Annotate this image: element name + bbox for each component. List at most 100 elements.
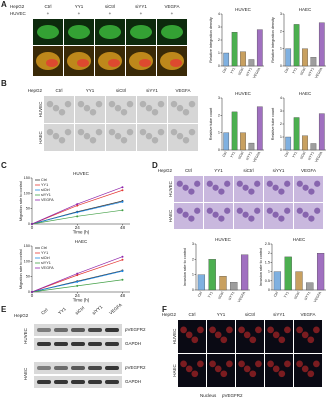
y-tick-label: 3 — [280, 12, 282, 16]
band — [88, 380, 102, 384]
signal — [170, 59, 182, 67]
x-tick-label: VEGFA — [252, 66, 262, 79]
y-tick-label: 0 — [28, 290, 30, 294]
texture — [307, 370, 315, 378]
point — [121, 255, 124, 258]
texture — [313, 360, 320, 368]
panel-label: F — [162, 305, 167, 314]
micrograph — [137, 96, 167, 123]
y-tick-label: 0 — [280, 148, 282, 152]
texture — [206, 207, 213, 214]
column-label: siYY1 — [273, 312, 285, 317]
texture — [214, 331, 222, 339]
y-tick-label: 0 — [218, 64, 220, 68]
y-tick-label: 1 — [280, 47, 282, 51]
texture — [313, 326, 320, 334]
texture — [170, 100, 178, 108]
legend-label: YY1 — [41, 183, 48, 187]
micrograph — [234, 203, 263, 229]
micrograph — [234, 176, 263, 202]
chart-title: HAEC — [293, 237, 306, 242]
legend-label: siCtrl — [41, 256, 50, 260]
texture — [284, 207, 291, 214]
texture — [284, 360, 291, 368]
x-tick-label: 48 — [120, 225, 126, 230]
texture — [278, 370, 286, 378]
micrograph — [204, 176, 233, 202]
x-tick-label: YY1 — [283, 291, 290, 299]
texture — [170, 128, 178, 136]
texture — [188, 100, 196, 108]
texture — [212, 184, 219, 191]
legend-label: siCtrl — [41, 188, 50, 192]
texture — [126, 128, 134, 136]
y-tick-label: 2 — [280, 122, 282, 126]
x-tick-label: VEGFA — [252, 150, 262, 163]
y-tick-label: 2 — [268, 251, 270, 255]
chart-title: HUVEC — [73, 171, 90, 176]
legend-label: Ctrl — [41, 178, 47, 182]
column-label: YY1 — [57, 306, 67, 316]
micrograph — [106, 124, 136, 151]
y-tick-label: 0 — [28, 222, 30, 226]
y-axis-label: Invasion rate to control — [259, 248, 263, 287]
x-axis-label: Time (h) — [73, 230, 90, 235]
bar — [318, 113, 325, 151]
band — [37, 380, 51, 384]
column-label: VEGFA — [108, 302, 123, 315]
chart-title: HAEC — [299, 91, 312, 96]
column-label: siCtrl — [116, 88, 126, 93]
y-tick-label: 1 — [218, 131, 220, 135]
panel-label: C — [1, 161, 7, 170]
row-label: HepG2 — [10, 4, 25, 9]
texture — [151, 136, 159, 144]
texture — [206, 180, 213, 187]
x-tick-label: YY1 — [229, 67, 236, 75]
bar — [285, 48, 292, 67]
texture — [180, 360, 187, 368]
row-label: HUVEC — [38, 101, 43, 118]
chart-title: HUVEC — [235, 91, 252, 96]
bar — [248, 142, 255, 151]
texture — [267, 360, 274, 368]
point — [121, 200, 124, 203]
texture — [58, 108, 66, 116]
texture — [77, 128, 85, 136]
signal — [139, 59, 151, 67]
y-tick-label: 1 — [218, 51, 220, 55]
y-axis-label: Relative tube count — [209, 107, 213, 140]
x-tick-label: siCtrl — [237, 67, 245, 76]
texture — [212, 211, 219, 218]
texture — [64, 128, 72, 136]
bar — [302, 135, 308, 151]
column-label: Ctrl — [40, 307, 49, 315]
bar — [208, 259, 216, 291]
column-label: VEGFA — [301, 168, 316, 173]
chart-title: HUVEC — [215, 237, 232, 242]
texture — [284, 326, 291, 334]
texture — [302, 211, 309, 218]
row-label: HUVEC — [168, 180, 173, 197]
chart-title: HUVEC — [235, 7, 252, 12]
texture — [296, 326, 303, 334]
texture — [220, 370, 228, 378]
texture — [226, 360, 233, 368]
bar — [256, 106, 263, 151]
y-tick-label: 1 — [192, 273, 194, 277]
texture — [188, 215, 195, 222]
y-tick-label: 50 — [26, 275, 30, 279]
y-axis-label: Relative integration density — [209, 17, 213, 63]
texture — [46, 100, 54, 108]
texture — [157, 128, 165, 136]
signal — [99, 25, 121, 39]
micrograph — [44, 124, 74, 151]
sign: + — [109, 11, 112, 16]
texture — [126, 100, 134, 108]
y-tick-label: 3 — [280, 109, 282, 113]
x-axis-label: Time (h) — [73, 298, 90, 303]
point — [76, 284, 79, 287]
column-label: VEGFA — [175, 88, 190, 93]
texture — [284, 180, 291, 187]
band-label: GAPDH — [125, 379, 141, 384]
